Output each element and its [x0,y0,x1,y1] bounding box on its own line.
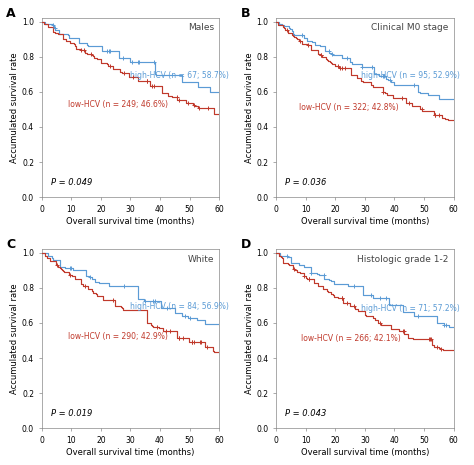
Y-axis label: Accumulated survival rate: Accumulated survival rate [10,52,19,163]
Y-axis label: Accumulated survival rate: Accumulated survival rate [10,283,19,394]
Text: White: White [187,254,214,264]
Text: B: B [241,7,250,20]
Text: low-HCV (n = 290; 42.9%): low-HCV (n = 290; 42.9%) [68,332,168,341]
Text: A: A [6,7,16,20]
Text: Males: Males [188,23,214,33]
Text: high-HCV (n = 67; 58.7%): high-HCV (n = 67; 58.7%) [130,71,229,80]
Text: P = 0.049: P = 0.049 [51,178,92,186]
Text: P = 0.036: P = 0.036 [285,178,327,186]
Text: high-HCV (n = 84; 56.9%): high-HCV (n = 84; 56.9%) [130,302,229,311]
Text: high-HCV (n = 95; 52.9%): high-HCV (n = 95; 52.9%) [361,71,460,80]
Y-axis label: Accumulated survival rate: Accumulated survival rate [245,283,254,394]
Text: D: D [241,239,251,252]
Text: low-HCV (n = 249; 46.6%): low-HCV (n = 249; 46.6%) [68,100,168,108]
Text: high-HCV (n = 71; 57.2%): high-HCV (n = 71; 57.2%) [361,304,460,313]
X-axis label: Overall survival time (months): Overall survival time (months) [66,217,195,226]
Text: P = 0.043: P = 0.043 [285,409,327,418]
Text: P = 0.019: P = 0.019 [51,409,92,418]
Text: Clinical M0 stage: Clinical M0 stage [371,23,448,33]
Text: low-HCV (n = 322; 42.8%): low-HCV (n = 322; 42.8%) [299,103,399,112]
Text: low-HCV (n = 266; 42.1%): low-HCV (n = 266; 42.1%) [301,334,401,343]
Text: C: C [6,239,15,252]
Text: Histologic grade 1-2: Histologic grade 1-2 [357,254,448,264]
X-axis label: Overall survival time (months): Overall survival time (months) [66,448,195,457]
X-axis label: Overall survival time (months): Overall survival time (months) [301,448,429,457]
Y-axis label: Accumulated survival rate: Accumulated survival rate [245,52,254,163]
X-axis label: Overall survival time (months): Overall survival time (months) [301,217,429,226]
